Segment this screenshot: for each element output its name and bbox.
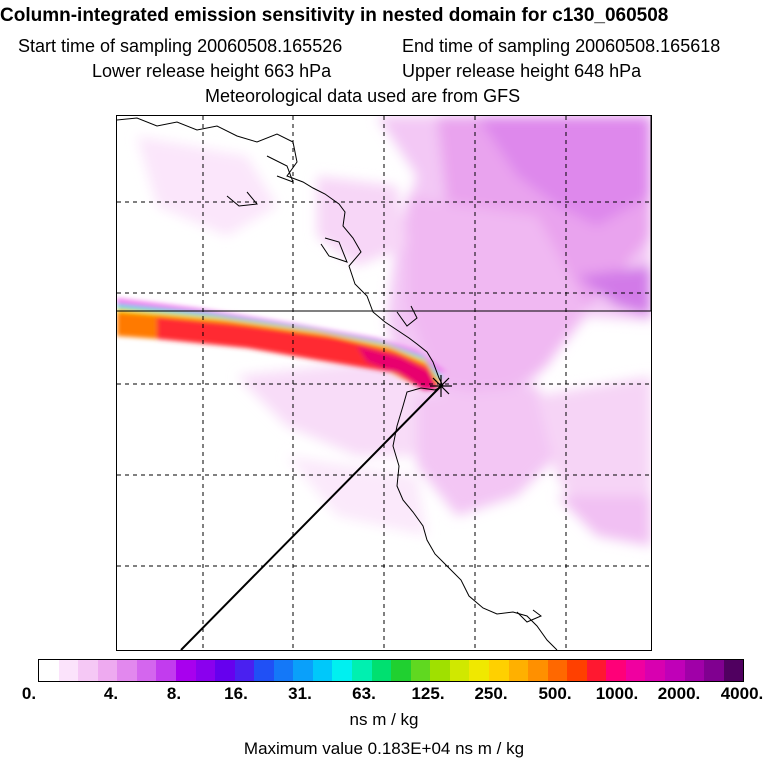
color-scale-segment <box>58 660 79 681</box>
color-scale-segment <box>215 660 235 681</box>
color-scale-segment <box>547 660 568 681</box>
color-scale-tick-label: 0. <box>21 684 37 703</box>
color-scale-segment <box>704 660 724 681</box>
color-scale-tick-label: 4000. <box>720 684 764 703</box>
color-scale-segment <box>175 660 196 681</box>
color-scale-segment <box>488 660 509 681</box>
color-scale-segment <box>665 660 685 681</box>
units-label: ns m / kg <box>349 710 419 729</box>
color-scale-tick-label: 500. <box>538 684 572 703</box>
direct-track-line <box>180 385 442 650</box>
color-scale-segment <box>293 660 313 681</box>
color-scale-segment <box>234 660 255 681</box>
color-scale-segment <box>410 660 431 681</box>
color-scale-tick-label: 63. <box>352 684 376 703</box>
color-scale-segment <box>645 660 665 681</box>
color-scale-segment <box>39 660 59 681</box>
color-scale-segment <box>508 660 529 681</box>
color-scale-segment <box>469 660 489 681</box>
color-scale-tick-label: 1000. <box>595 684 639 703</box>
color-scale-segment <box>156 660 176 681</box>
start-time-label: Start time of sampling 20060508.165526 <box>18 36 343 56</box>
color-scale-segment <box>567 660 587 681</box>
color-scale-segment <box>352 660 372 681</box>
color-scale-segment <box>195 660 216 681</box>
color-scale-segment <box>97 660 118 681</box>
maximum-value-label: Maximum value 0.183E+04 ns m / kg <box>243 739 525 758</box>
color-scale-segment <box>684 660 705 681</box>
color-scale-segment <box>117 660 137 681</box>
end-time-label: End time of sampling 20060508.165618 <box>402 36 721 56</box>
color-scale-segment <box>391 660 411 681</box>
upper-release-height-label: Upper release height 648 hPa <box>402 61 642 81</box>
lat-lon-grid <box>117 116 651 650</box>
emission-sensitivity-map <box>116 115 652 651</box>
color-scale-segment <box>586 660 607 681</box>
color-scale-tick-label: 125. <box>411 684 445 703</box>
color-scale-tick-label: 31. <box>288 684 312 703</box>
color-scale-segment <box>430 660 450 681</box>
color-scale-segment <box>449 660 470 681</box>
lower-release-height-label: Lower release height 663 hPa <box>92 61 332 81</box>
color-scale-segment <box>273 660 294 681</box>
color-scale-tick-label: 16. <box>224 684 248 703</box>
color-scale-segment <box>78 660 98 681</box>
trajectory-plume <box>117 298 447 390</box>
color-scale-tick-label: 4. <box>103 684 119 703</box>
color-scale-tick-label: 2000. <box>657 684 701 703</box>
color-scale-bar <box>38 659 744 682</box>
color-scale-segment <box>312 660 333 681</box>
color-scale-segment <box>332 660 352 681</box>
color-scale-segment <box>723 660 744 681</box>
meteorological-data-label: Meteorological data used are from GFS <box>205 86 521 106</box>
color-scale-segment <box>625 660 646 681</box>
color-scale-segment <box>136 660 157 681</box>
color-scale-segment <box>371 660 392 681</box>
color-scale-segment <box>528 660 548 681</box>
color-scale-tick-label: 8. <box>166 684 182 703</box>
color-scale-segment <box>254 660 274 681</box>
release-point-cross-icon <box>430 375 452 397</box>
color-scale-tick-label: 250. <box>474 684 508 703</box>
color-scale-segment <box>606 660 626 681</box>
map-title: Column-integrated emission sensitivity i… <box>0 5 669 26</box>
